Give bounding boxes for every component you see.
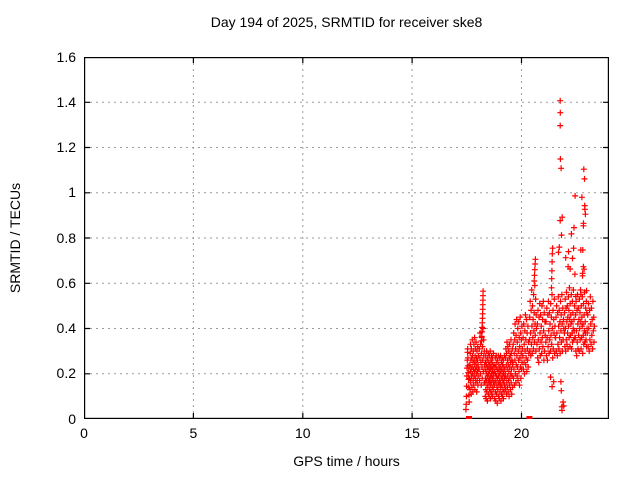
y-tick-label: 0 — [68, 410, 76, 427]
y-tick-label: 1 — [68, 184, 76, 201]
x-axis-label: GPS time / hours — [293, 453, 400, 469]
data-points — [462, 97, 598, 414]
x-tick-label: 0 — [80, 425, 88, 441]
x-tick-label: 10 — [294, 425, 311, 441]
x-tick-label: 20 — [513, 425, 530, 441]
x-tick-label: 15 — [404, 425, 420, 441]
grid-lines — [84, 57, 609, 419]
x-tick-label: 5 — [189, 425, 198, 441]
plot-border — [84, 57, 609, 419]
axis-ticks — [84, 57, 609, 419]
y-tick-label: 0.2 — [56, 365, 76, 382]
y-tick-label: 0.4 — [56, 320, 76, 336]
plot-area — [84, 57, 609, 419]
y-axis-label: SRMTID / TECUs — [7, 182, 23, 294]
y-tick-label: 1.4 — [56, 93, 76, 110]
y-tick-label: 1.6 — [56, 48, 76, 65]
zero-square-markers — [466, 416, 533, 419]
chart-title: Day 194 of 2025, SRMTID for receiver ske… — [210, 14, 483, 30]
y-tick-label: 0.8 — [56, 229, 76, 246]
y-tick-label: 1.2 — [56, 139, 76, 155]
y-tick-label: 0.6 — [56, 274, 76, 291]
